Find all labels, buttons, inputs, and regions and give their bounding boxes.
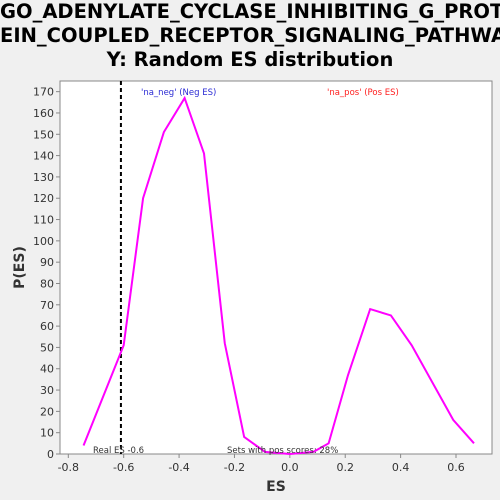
- y-tick-label: 130: [33, 171, 54, 184]
- x-tick-label: -0.6: [113, 461, 134, 474]
- y-tick-label: 160: [33, 107, 54, 120]
- y-tick-label: 120: [33, 192, 54, 205]
- y-axis-label: P(ES): [12, 246, 28, 289]
- x-tick-label: -0.4: [168, 461, 189, 474]
- x-tick-label: 0.6: [447, 461, 465, 474]
- y-tick-label: 60: [40, 320, 54, 333]
- y-tick-label: 100: [33, 235, 54, 248]
- x-axis-label: ES: [266, 479, 286, 495]
- plot-area: [59, 80, 493, 455]
- y-tick-label: 40: [40, 363, 54, 376]
- title-line-3: Y: Random ES distribution: [106, 48, 394, 71]
- title-line-2: EIN_COUPLED_RECEPTOR_SIGNALING_PATHWA: [0, 24, 500, 47]
- y-tick-label: 150: [33, 128, 54, 141]
- y-tick-label: 30: [40, 384, 54, 397]
- y-tick-label: 0: [47, 448, 54, 461]
- x-tick-label: -0.8: [58, 461, 79, 474]
- y-tick-label: 90: [40, 256, 54, 269]
- x-tick-label: 0.4: [392, 461, 410, 474]
- real-es-annotation: Real ES -0.6: [93, 446, 144, 456]
- y-tick-label: 110: [33, 214, 54, 227]
- x-tick-label: 0.2: [336, 461, 354, 474]
- series-line: [82, 95, 475, 456]
- y-tick-label: 50: [40, 341, 54, 354]
- y-tick-label: 140: [33, 150, 54, 163]
- y-tick-label: 20: [40, 405, 54, 418]
- x-tick-label: -0.2: [224, 461, 245, 474]
- y-tick-label: 10: [40, 427, 54, 440]
- y-tick-label: 80: [40, 277, 54, 290]
- chart-title: GO_ADENYLATE_CYCLASE_INHIBITING_G_PROT E…: [0, 0, 500, 72]
- y-tick-label: 70: [40, 299, 54, 312]
- pos-scores-annotation: Sets with pos scores: 28%: [227, 446, 338, 456]
- title-line-1: GO_ADENYLATE_CYCLASE_INHIBITING_G_PROT: [0, 0, 500, 23]
- x-tick-label: 0.0: [281, 461, 299, 474]
- y-tick-label: 170: [33, 86, 54, 99]
- x-axis-ticks: -0.8 -0.6 -0.4 -0.2 0.0 0.2 0.4 0.6: [58, 454, 465, 474]
- legend-neg-label: 'na_neg' (Neg ES): [141, 88, 216, 98]
- y-axis-ticks: 0 10 20 30 40 50 60 70 80 90 100 110 120 130 140 150 160…: [33, 86, 60, 461]
- legend-pos-label: 'na_pos' (Pos ES): [327, 88, 399, 98]
